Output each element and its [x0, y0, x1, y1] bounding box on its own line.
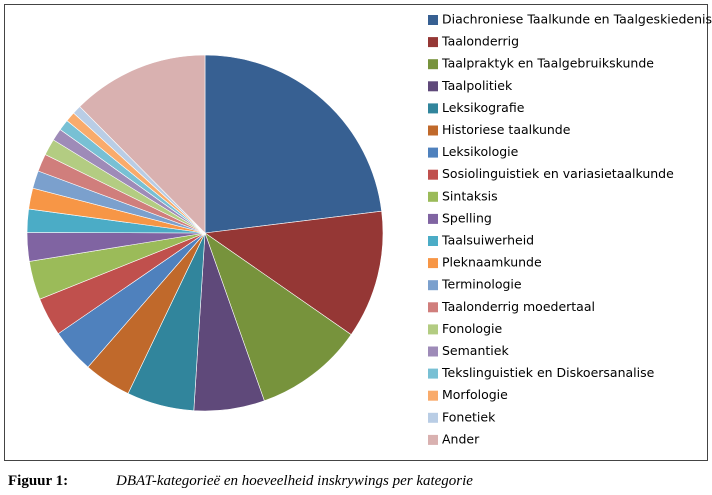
- legend-swatch: [428, 302, 438, 313]
- pie-slice: [204, 210, 384, 336]
- pie-slice: [79, 54, 206, 234]
- legend-swatch: [428, 191, 438, 202]
- legend-swatch: [428, 390, 438, 401]
- legend-swatch: [428, 324, 438, 335]
- legend-label: Tekslinguistiek en Diskoersanalise: [441, 365, 655, 380]
- legend-label: Leksikografie: [442, 100, 525, 115]
- legend-label: Spelling: [442, 210, 492, 225]
- legend-swatch: [428, 15, 438, 25]
- legend-swatch: [428, 236, 438, 246]
- legend-label: Fonetiek: [442, 409, 496, 424]
- legend-label: Sosiolinguistiek en variasietaalkunde: [442, 166, 674, 181]
- legend-label: Pleknaamkunde: [442, 255, 542, 270]
- legend-label: Ander: [442, 431, 480, 446]
- legend-swatch: [428, 103, 438, 114]
- legend-label: Historiese taalkunde: [442, 122, 571, 137]
- legend-label: Leksikologie: [442, 144, 519, 159]
- legend-swatch: [428, 37, 438, 48]
- caption: DBAT-kategorieë en hoeveelheid inskrywin…: [115, 473, 473, 489]
- legend-label: Taalsuiwerheid: [441, 233, 534, 248]
- legend-swatch: [428, 213, 438, 224]
- pie-slice: [204, 54, 382, 234]
- legend-label: Taalpraktyk en Taalgebruikskunde: [441, 56, 654, 71]
- caption-label: Figuur 1:: [8, 473, 68, 489]
- legend-swatch: [428, 346, 438, 357]
- legend-label: Taalonderrig: [441, 34, 519, 49]
- legend-swatch: [428, 81, 438, 92]
- legend-label: Diachroniese Taalkunde en Taalgeskiedeni…: [442, 12, 712, 27]
- legend-label: Fonologie: [442, 321, 502, 336]
- legend-label: Morfologie: [442, 387, 508, 402]
- legend-swatch: [428, 147, 438, 158]
- legend-label: Semantiek: [442, 343, 509, 358]
- pie-slice: [204, 232, 352, 402]
- legend-swatch: [428, 258, 438, 269]
- legend-swatch: [428, 59, 438, 70]
- legend-swatch: [428, 368, 438, 379]
- legend-label: Taalonderrig moedertaal: [441, 299, 595, 314]
- legend-swatch: [428, 434, 438, 445]
- legend-label: Terminologie: [441, 277, 522, 292]
- legend-swatch: [428, 412, 438, 423]
- legend-swatch: [428, 280, 438, 291]
- legend-label: Taalpolitiek: [441, 78, 513, 93]
- legend-label: Sintaksis: [442, 188, 498, 203]
- legend-swatch: [428, 125, 438, 136]
- legend-swatch: [428, 169, 438, 180]
